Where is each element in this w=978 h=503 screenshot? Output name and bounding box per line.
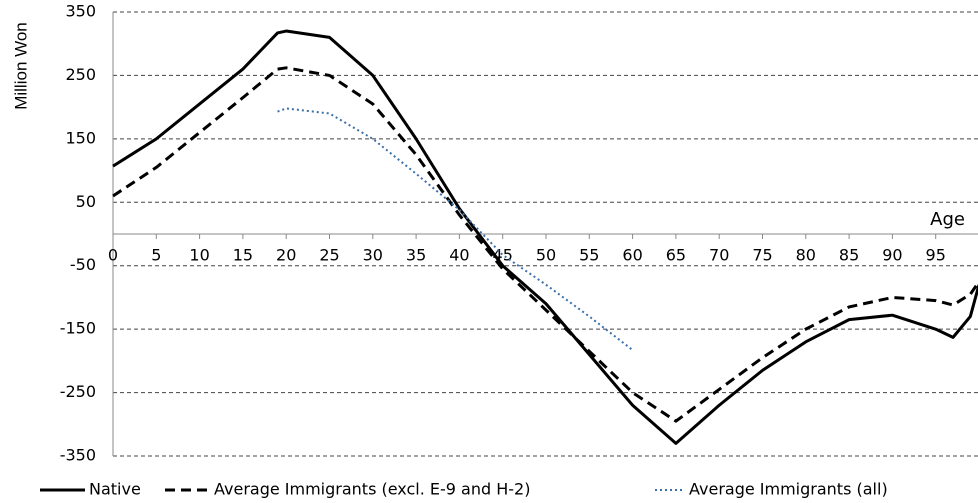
x-tick-label: 40 <box>449 246 469 265</box>
y-tick-label: 250 <box>65 65 96 84</box>
series-line <box>277 107 634 351</box>
y-tick-label: -50 <box>70 255 96 274</box>
y-tick-label: 350 <box>65 2 96 21</box>
x-tick-label: 30 <box>363 246 383 265</box>
x-tick-label: 65 <box>666 246 686 265</box>
x-tick-label: 95 <box>926 246 946 265</box>
y-tick-label: -150 <box>60 319 96 338</box>
x-tick-label: 70 <box>709 246 729 265</box>
x-tick-label: 50 <box>536 246 556 265</box>
x-tick-label: 80 <box>796 246 816 265</box>
x-tick-label: 20 <box>276 246 296 265</box>
x-axis-label: Age <box>930 209 965 230</box>
x-tick-label: 35 <box>406 246 426 265</box>
y-tick-label: 150 <box>65 128 96 147</box>
x-tick-label: 75 <box>752 246 772 265</box>
y-tick-label: -350 <box>60 446 96 465</box>
legend-label: Average Immigrants (excl. E-9 and H-2) <box>214 480 530 499</box>
x-tick-label: 15 <box>233 246 253 265</box>
x-tick-label: 10 <box>189 246 209 265</box>
x-tick-label: 60 <box>622 246 642 265</box>
x-tick-label: 0 <box>108 246 118 265</box>
x-tick-label: 85 <box>839 246 859 265</box>
series-line <box>112 66 978 423</box>
y-tick-label: -250 <box>60 382 96 401</box>
x-tick-label: 5 <box>151 246 161 265</box>
x-tick-label: 25 <box>319 246 339 265</box>
x-tick-label: 90 <box>882 246 902 265</box>
y-tick-label: 50 <box>76 192 96 211</box>
legend-label: Native <box>89 480 141 499</box>
y-axis-label: Million Won <box>11 22 30 110</box>
legend-label: Average Immigrants (all) <box>689 480 888 499</box>
x-tick-label: 55 <box>579 246 599 265</box>
